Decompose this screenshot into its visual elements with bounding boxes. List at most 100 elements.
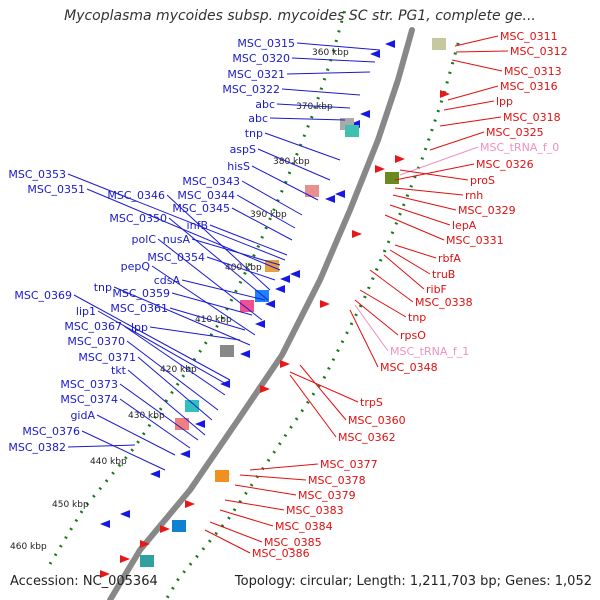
- reverse-gene-label: hisS: [227, 160, 250, 173]
- forward-gene-label: MSC_0338: [415, 296, 473, 309]
- forward-gene-label: MSC_0386: [252, 547, 310, 560]
- leader-line: [394, 187, 464, 196]
- reverse-gene-arrow: [360, 110, 370, 118]
- reverse-gene-arrow: [280, 275, 290, 283]
- reverse-gene-label: abc: [248, 112, 268, 125]
- leader-line: [119, 398, 191, 449]
- forward-gene-arrow: [280, 360, 290, 368]
- feature-block: [345, 125, 359, 137]
- leader-line: [289, 374, 337, 438]
- forward-gene-label: MSC_0384: [275, 520, 333, 533]
- leader-line: [281, 88, 361, 96]
- forward-gene-label: MSC_tRNA_f_0: [480, 141, 559, 154]
- map-title: Mycoplasma mycoides subsp. mycoides SC s…: [64, 8, 536, 24]
- kbp-tick-label: 390 kbp: [250, 210, 287, 220]
- leader-line: [389, 204, 451, 226]
- reverse-gene-arrow: [120, 510, 130, 518]
- forward-gene-label: MSC_0331: [446, 234, 504, 247]
- forward-gene-arrow: [352, 230, 362, 238]
- kbp-tick-label: 440 kbp: [90, 457, 127, 467]
- leader-line: [443, 100, 495, 111]
- leader-line: [439, 116, 502, 127]
- leader-line: [241, 180, 303, 216]
- leader-line: [354, 299, 399, 336]
- reverse-gene-arrow: [255, 320, 265, 328]
- kbp-tick-label: 450 kbp: [52, 500, 89, 510]
- leader-line: [447, 85, 499, 101]
- feature-layer: [100, 38, 450, 578]
- leader-line: [209, 521, 263, 543]
- leader-line: [276, 103, 351, 109]
- forward-gene-label: proS: [470, 174, 495, 187]
- leader-line: [269, 117, 346, 121]
- leader-line: [389, 249, 431, 275]
- forward-gene-arrow: [160, 525, 170, 533]
- reverse-gene-label: abc: [255, 98, 275, 111]
- feature-block: [175, 418, 189, 430]
- reverse-gene-label: MSC_0345: [172, 202, 230, 215]
- leader-line: [157, 238, 263, 321]
- backbone-layer: [107, 27, 415, 600]
- reverse-gene-label: MSC_0370: [67, 335, 125, 348]
- reverse-gene-label: MSC_0346: [107, 189, 165, 202]
- forward-gene-label: MSC_0383: [286, 504, 344, 517]
- kbp-tick-label: 360 kbp: [312, 48, 349, 58]
- reverse-gene-label: MSC_0382: [8, 441, 66, 454]
- reverse-gene-label: tkt: [111, 364, 127, 377]
- leader-line: [349, 309, 379, 368]
- leader-line: [455, 50, 509, 53]
- leader-line: [168, 217, 269, 301]
- reverse-gene-label: MSC_0321: [227, 68, 285, 81]
- kbp-tick-label: 370 kbp: [296, 102, 333, 112]
- feature-block: [305, 185, 319, 197]
- reverse-gene-label: MSC_0361: [110, 302, 168, 315]
- reverse-gene-arrow: [100, 520, 110, 528]
- leader-line: [234, 484, 297, 496]
- forward-gene-arrow: [320, 300, 330, 308]
- leader-line: [181, 279, 266, 301]
- reverse-gene-label: tnp: [245, 127, 263, 140]
- forward-gene-label: rnh: [465, 189, 483, 202]
- feature-block: [255, 290, 269, 302]
- forward-gene-label: MSC_0326: [476, 158, 534, 171]
- reverse-gene-label: gidA: [70, 409, 95, 422]
- reverse-gene-label: cdsA: [154, 274, 181, 287]
- forward-gene-label: MSC_0348: [380, 361, 438, 374]
- feature-block: [220, 345, 234, 357]
- forward-gene-label: MSC_0316: [500, 80, 558, 93]
- reverse-gene-label: MSC_0315: [237, 37, 295, 50]
- reverse-gene-label: MSC_0320: [232, 52, 290, 65]
- reverse-gene-arrow: [150, 470, 160, 478]
- leader-line: [123, 325, 226, 396]
- forward-gene-arrow: [185, 500, 195, 508]
- kbp-tick-label: 420 kbp: [160, 365, 197, 375]
- forward-gene-arrow: [395, 155, 405, 163]
- forward-gene-label: MSC_0325: [486, 126, 544, 139]
- forward-gene-label: MSC_0385: [264, 536, 322, 549]
- forward-gene-label: trpS: [360, 396, 383, 409]
- reverse-gene-label: MSC_0369: [14, 289, 72, 302]
- reverse-gene-label: aspS: [230, 143, 256, 156]
- leader-line: [209, 224, 288, 256]
- leader-line: [166, 194, 271, 291]
- tick-layer: 360 kbp 370 kbp 380 kbp 390 kbp 400 kbp 410 k…: [10, 10, 460, 600]
- forward-gene-label: lepA: [452, 219, 477, 232]
- feature-block: [140, 555, 154, 567]
- leader-line: [236, 194, 296, 229]
- feature-block: [172, 520, 186, 532]
- reverse-gene-label: MSC_0373: [60, 378, 118, 391]
- genome-summary: Topology: circular; Length: 1,211,703 bp…: [234, 574, 592, 589]
- reverse-gene-arrow: [265, 300, 275, 308]
- leader-line: [394, 163, 475, 181]
- forward-gene-arrow: [260, 385, 270, 393]
- leader-line: [231, 207, 293, 241]
- leader-line: [239, 474, 307, 481]
- leader-line: [73, 294, 231, 381]
- forward-gene-label: rbfA: [438, 252, 461, 265]
- reverse-gene-label: infB: [187, 219, 208, 232]
- leader-line: [399, 146, 479, 176]
- leader-line: [67, 444, 136, 448]
- leader-line: [169, 307, 246, 331]
